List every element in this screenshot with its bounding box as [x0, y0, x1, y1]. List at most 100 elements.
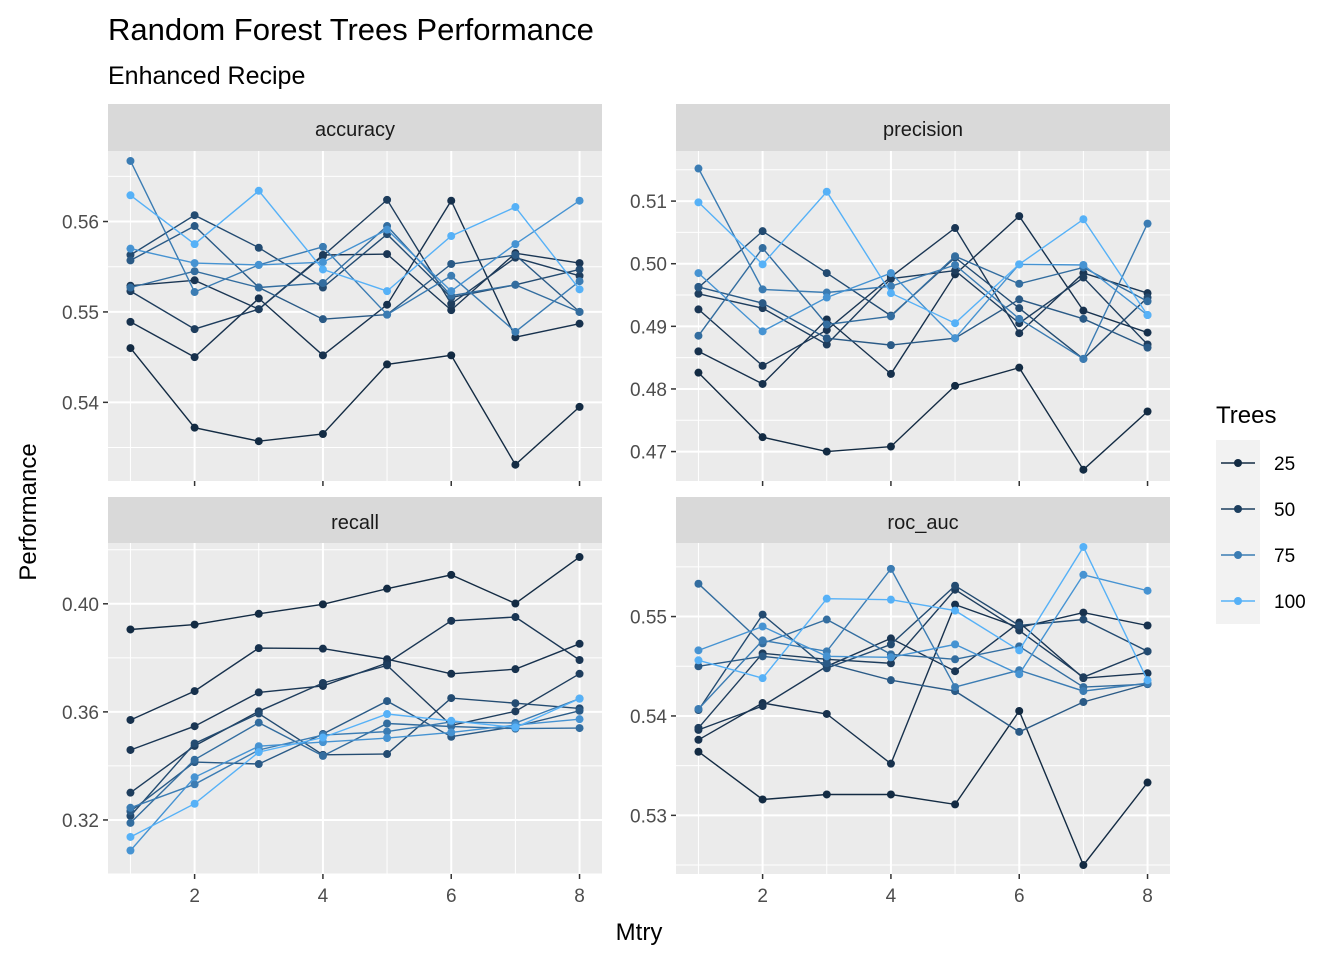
- data-point: [383, 360, 392, 369]
- data-point: [694, 704, 703, 713]
- facet-strip-label: roc_auc: [887, 512, 958, 534]
- data-point: [822, 790, 831, 799]
- data-point: [575, 307, 584, 316]
- data-point: [511, 613, 520, 622]
- data-point: [190, 755, 199, 764]
- data-point: [1015, 279, 1024, 288]
- data-point: [822, 615, 831, 624]
- data-point: [1143, 297, 1152, 306]
- series-trees-50: [694, 581, 1152, 714]
- data-point: [758, 244, 767, 253]
- data-point: [511, 460, 520, 469]
- data-point: [190, 222, 199, 231]
- data-point: [447, 231, 456, 240]
- series-trees-25: [126, 344, 584, 469]
- data-point: [254, 688, 263, 697]
- data-point: [383, 310, 392, 319]
- data-point: [190, 353, 199, 362]
- facet-panels: accuracy 0.54 0.55 0.56 precision 0.47 0.48 0.4…: [62, 104, 1170, 907]
- data-point: [190, 240, 199, 249]
- data-point: [822, 187, 831, 196]
- data-point: [951, 683, 960, 692]
- data-point: [575, 655, 584, 664]
- y-tick-label: 0.47: [630, 443, 667, 464]
- data-point: [511, 280, 520, 289]
- data-point: [1143, 676, 1152, 685]
- data-point: [951, 334, 960, 343]
- data-point: [190, 722, 199, 731]
- data-point: [447, 694, 456, 703]
- data-point: [1143, 778, 1152, 787]
- data-point: [190, 620, 199, 629]
- x-tick-label: 2: [189, 886, 200, 907]
- legend-key-point: [1234, 505, 1242, 513]
- data-point: [447, 716, 456, 725]
- gridlines: [676, 543, 1170, 874]
- data-point: [575, 259, 584, 268]
- series-trees-75: [694, 164, 1152, 363]
- data-point: [822, 269, 831, 278]
- x-tick-label: 4: [318, 886, 329, 907]
- data-point: [758, 227, 767, 236]
- data-point: [511, 723, 520, 732]
- data-point: [886, 269, 895, 278]
- data-point: [318, 258, 327, 267]
- data-point: [886, 274, 895, 283]
- data-point: [575, 639, 584, 648]
- data-point: [1015, 329, 1024, 338]
- data-point: [447, 260, 456, 269]
- data-point: [1079, 608, 1088, 617]
- data-point: [318, 678, 327, 687]
- data-point: [1143, 328, 1152, 337]
- data-point: [758, 260, 767, 269]
- data-point: [886, 640, 895, 649]
- data-point: [190, 687, 199, 696]
- data-point: [951, 800, 960, 809]
- series-trees-100: [694, 542, 1152, 685]
- data-point: [447, 306, 456, 315]
- data-point: [1015, 212, 1024, 221]
- data-point: [694, 164, 703, 173]
- data-point: [1015, 670, 1024, 679]
- data-point: [318, 315, 327, 324]
- data-point: [886, 282, 895, 291]
- data-point: [694, 331, 703, 340]
- facet-strip-label: precision: [883, 119, 963, 141]
- data-point: [822, 326, 831, 335]
- series-line: [698, 574, 1148, 676]
- data-point: [190, 773, 199, 782]
- data-point: [254, 609, 263, 618]
- legend-key-point: [1234, 551, 1242, 559]
- data-point: [1143, 311, 1152, 320]
- data-point: [511, 250, 520, 259]
- data-point: [447, 351, 456, 360]
- legend-label: 50: [1274, 500, 1295, 521]
- series-line: [698, 269, 1149, 346]
- data-point: [318, 600, 327, 609]
- legend-title: Trees: [1216, 402, 1276, 429]
- y-tick-label: 0.32: [62, 811, 99, 832]
- facet-strip-label: recall: [331, 512, 379, 534]
- data-point: [383, 225, 392, 234]
- series-line: [698, 366, 1148, 471]
- series-trees-100: [126, 196, 584, 296]
- data-point: [254, 243, 263, 252]
- series-line: [697, 584, 1148, 711]
- data-point: [383, 697, 392, 706]
- data-point: [575, 669, 584, 678]
- data-point: [254, 437, 263, 446]
- facet-strip: [108, 104, 602, 151]
- data-point: [1079, 314, 1088, 323]
- data-point: [575, 265, 584, 274]
- facet-strip: [108, 497, 602, 543]
- legend: Trees 25 50 75 100: [1216, 402, 1306, 624]
- data-point: [951, 581, 960, 590]
- data-point: [318, 279, 327, 287]
- panel-background: [108, 151, 602, 481]
- data-point: [126, 625, 135, 634]
- legend-key-point: [1234, 597, 1242, 605]
- data-point: [694, 347, 703, 356]
- series-trees-100: [126, 186, 584, 296]
- data-point: [822, 340, 831, 349]
- data-point: [511, 699, 520, 708]
